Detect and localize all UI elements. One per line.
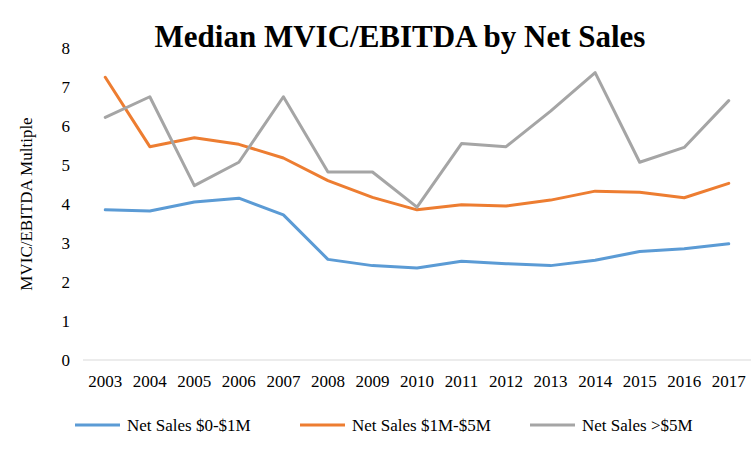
y-tick-label: 0 xyxy=(62,351,71,370)
chart-title: Median MVIC/EBITDA by Net Sales xyxy=(155,19,646,54)
legend-label: Net Sales $1M-$5M xyxy=(352,416,491,435)
legend-swatch xyxy=(300,424,345,427)
x-tick-label: 2005 xyxy=(177,372,211,391)
x-tick-label: 2009 xyxy=(355,372,389,391)
legend-label: Net Sales >$5M xyxy=(582,416,693,435)
y-tick-label: 3 xyxy=(62,234,71,253)
y-tick-label: 4 xyxy=(62,195,71,214)
y-tick-label: 6 xyxy=(62,117,71,136)
background xyxy=(0,0,752,452)
x-tick-label: 2006 xyxy=(222,372,256,391)
x-tick-label: 2003 xyxy=(88,372,122,391)
x-tick-label: 2016 xyxy=(667,372,701,391)
y-tick-label: 1 xyxy=(62,312,71,331)
chart-container: Median MVIC/EBITDA by Net Sales MVIC/EBIT… xyxy=(0,0,752,452)
x-tick-label: 2011 xyxy=(445,372,478,391)
x-tick-label: 2012 xyxy=(489,372,523,391)
y-tick-label: 2 xyxy=(62,273,71,292)
x-tick-label: 2010 xyxy=(400,372,434,391)
x-axis-line xyxy=(83,360,751,361)
series-line xyxy=(105,73,728,208)
y-axis-label: MVIC/EBITDA Multiple xyxy=(17,117,36,290)
y-tick-label: 8 xyxy=(62,39,71,58)
x-tick-label: 2015 xyxy=(623,372,657,391)
legend-swatch xyxy=(530,424,575,427)
x-tick-label: 2017 xyxy=(712,372,747,391)
series-line xyxy=(105,77,728,210)
x-tick-label: 2013 xyxy=(534,372,568,391)
plot-area xyxy=(105,73,728,268)
x-tick-label: 2014 xyxy=(578,372,613,391)
y-tick-label: 7 xyxy=(62,78,71,97)
legend-swatch xyxy=(75,424,120,427)
y-tick-label: 5 xyxy=(62,156,71,175)
x-tick-label: 2004 xyxy=(133,372,168,391)
chart-svg: Median MVIC/EBITDA by Net Sales MVIC/EBIT… xyxy=(0,0,752,452)
x-tick-label: 2007 xyxy=(266,372,301,391)
x-tick-label: 2008 xyxy=(311,372,345,391)
legend-label: Net Sales $0-$1M xyxy=(127,416,251,435)
